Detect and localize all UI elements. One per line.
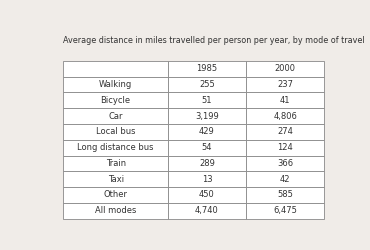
Bar	[246, 156, 324, 171]
Text: 366: 366	[277, 159, 293, 168]
Bar	[246, 76, 324, 92]
Bar	[246, 203, 324, 219]
Bar	[246, 140, 324, 156]
Text: 4,806: 4,806	[273, 112, 297, 120]
Bar	[168, 171, 246, 187]
Bar	[246, 92, 324, 108]
Bar	[64, 203, 168, 219]
Bar	[168, 61, 246, 76]
Bar	[246, 108, 324, 124]
Text: 1985: 1985	[196, 64, 218, 73]
Text: Average distance in miles travelled per person per year, by mode of travel: Average distance in miles travelled per …	[64, 36, 365, 45]
Bar	[64, 92, 168, 108]
Bar	[168, 76, 246, 92]
Bar	[168, 203, 246, 219]
Text: 4,740: 4,740	[195, 206, 219, 215]
Text: 54: 54	[202, 143, 212, 152]
Text: 13: 13	[202, 175, 212, 184]
Bar	[64, 124, 168, 140]
Text: 289: 289	[199, 159, 215, 168]
Bar	[64, 171, 168, 187]
Text: 585: 585	[278, 190, 293, 200]
Text: Train: Train	[105, 159, 126, 168]
Bar	[168, 187, 246, 203]
Text: 255: 255	[199, 80, 215, 89]
Text: Other: Other	[104, 190, 128, 200]
Bar	[64, 76, 168, 92]
Text: Walking: Walking	[99, 80, 132, 89]
Bar	[246, 124, 324, 140]
Bar	[64, 61, 168, 76]
Bar	[246, 61, 324, 76]
Text: 3,199: 3,199	[195, 112, 219, 120]
Bar	[168, 156, 246, 171]
Bar	[168, 124, 246, 140]
Text: Bicycle: Bicycle	[101, 96, 131, 105]
Text: 450: 450	[199, 190, 215, 200]
Bar	[64, 187, 168, 203]
Bar	[168, 92, 246, 108]
Text: 6,475: 6,475	[273, 206, 297, 215]
Text: 41: 41	[280, 96, 290, 105]
Text: 274: 274	[278, 127, 293, 136]
Text: Long distance bus: Long distance bus	[77, 143, 154, 152]
Bar	[246, 171, 324, 187]
Text: 42: 42	[280, 175, 290, 184]
Bar	[64, 108, 168, 124]
Text: 2000: 2000	[275, 64, 296, 73]
Text: 51: 51	[202, 96, 212, 105]
Bar	[64, 140, 168, 156]
Text: 124: 124	[278, 143, 293, 152]
Text: All modes: All modes	[95, 206, 136, 215]
Bar	[246, 187, 324, 203]
Text: Taxi: Taxi	[108, 175, 124, 184]
Text: Local bus: Local bus	[96, 127, 135, 136]
Bar	[168, 108, 246, 124]
Text: 237: 237	[277, 80, 293, 89]
Bar	[168, 140, 246, 156]
Text: 429: 429	[199, 127, 215, 136]
Text: Car: Car	[108, 112, 123, 120]
Bar	[64, 156, 168, 171]
